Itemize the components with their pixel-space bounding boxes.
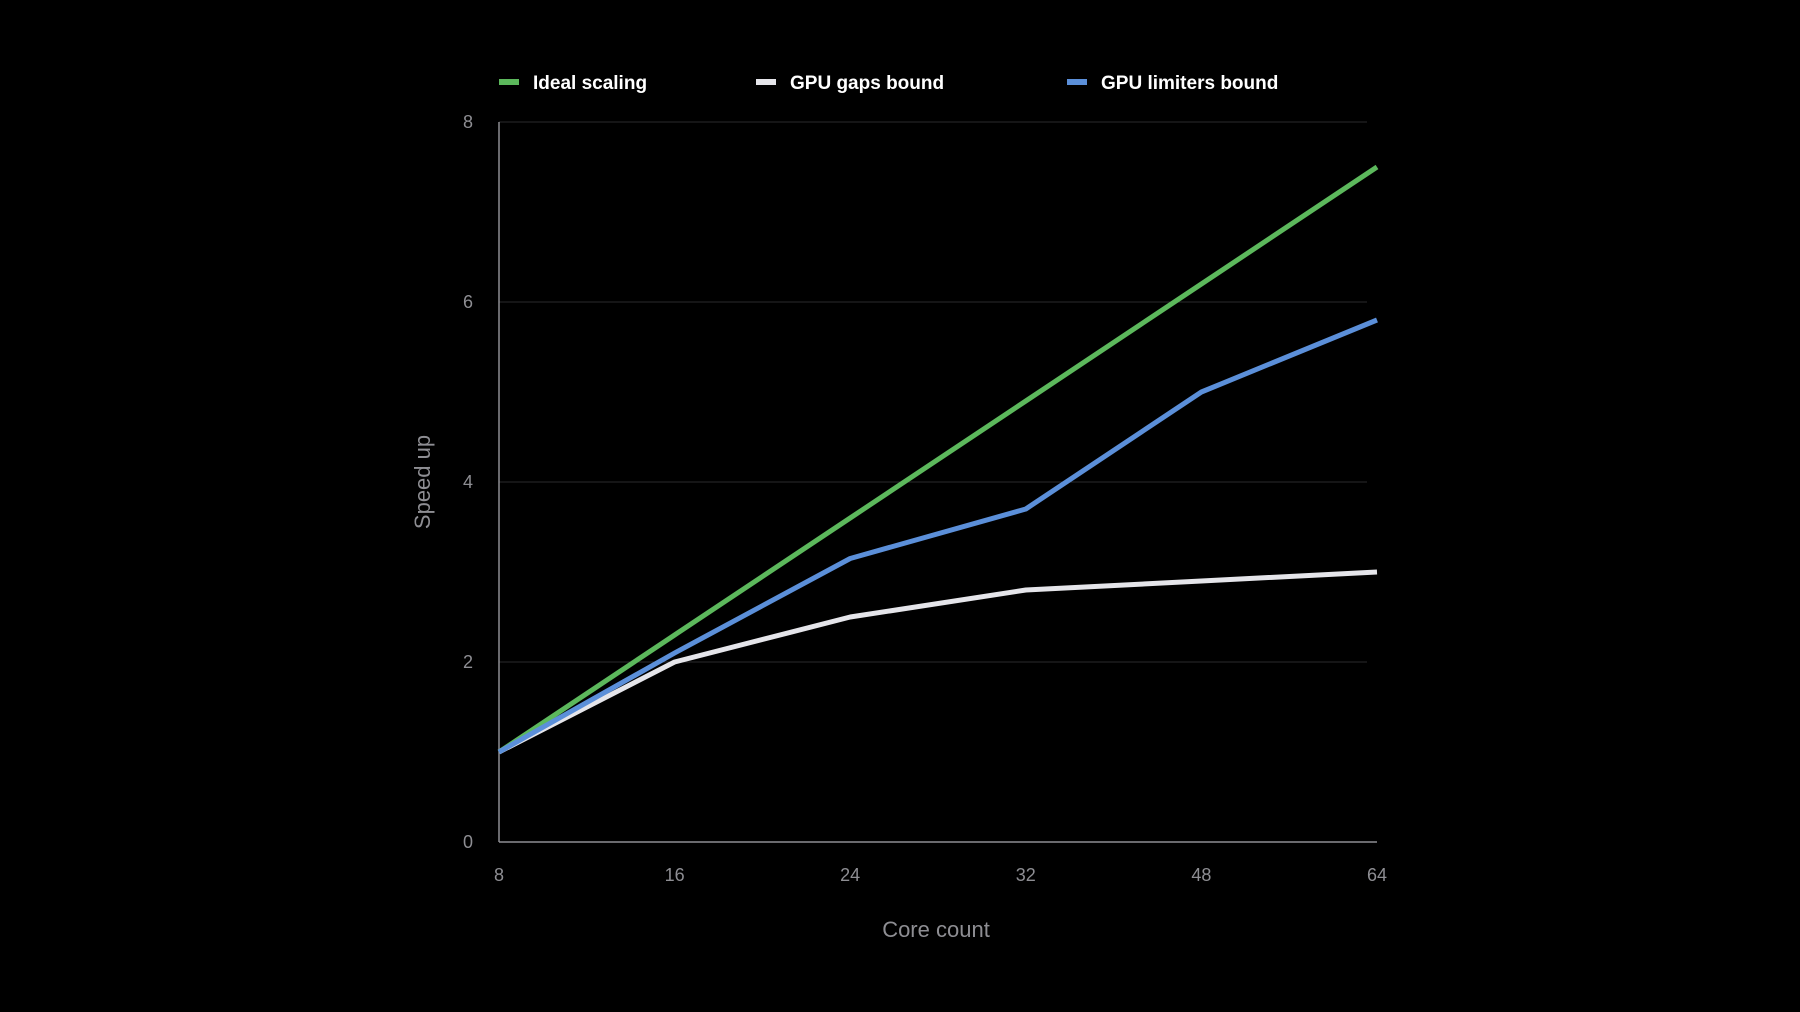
y-tick-labels: 0 2 4 6 8 xyxy=(463,112,473,852)
y-tick-label: 4 xyxy=(463,472,473,492)
axes xyxy=(498,122,1377,843)
x-tick-labels: 8 16 24 32 48 64 xyxy=(494,865,1387,885)
grid-lines xyxy=(499,121,1367,663)
series-line-2 xyxy=(497,569,1378,755)
series-line-1 xyxy=(497,164,1379,755)
legend: Ideal scaling GPU gaps bound GPU limiters … xyxy=(499,73,1278,94)
legend-label: Ideal scaling xyxy=(533,73,647,94)
x-tick-label: 8 xyxy=(494,865,504,885)
y-tick-label: 2 xyxy=(463,652,473,672)
legend-label: GPU gaps bound xyxy=(790,73,944,94)
x-axis-title: Core count xyxy=(882,917,990,942)
y-tick-label: 6 xyxy=(463,292,473,312)
legend-label: GPU limiters bound xyxy=(1101,73,1278,94)
x-tick-label: 32 xyxy=(1016,865,1036,885)
x-tick-label: 16 xyxy=(665,865,685,885)
x-tick-label: 64 xyxy=(1367,865,1387,885)
y-axis-title: Speed up xyxy=(410,435,435,529)
y-tick-label: 0 xyxy=(463,832,473,852)
x-tick-label: 24 xyxy=(840,865,860,885)
series-line-3 xyxy=(497,317,1378,755)
x-tick-label: 48 xyxy=(1191,865,1211,885)
y-tick-label: 8 xyxy=(463,112,473,132)
series-lines xyxy=(497,164,1379,755)
